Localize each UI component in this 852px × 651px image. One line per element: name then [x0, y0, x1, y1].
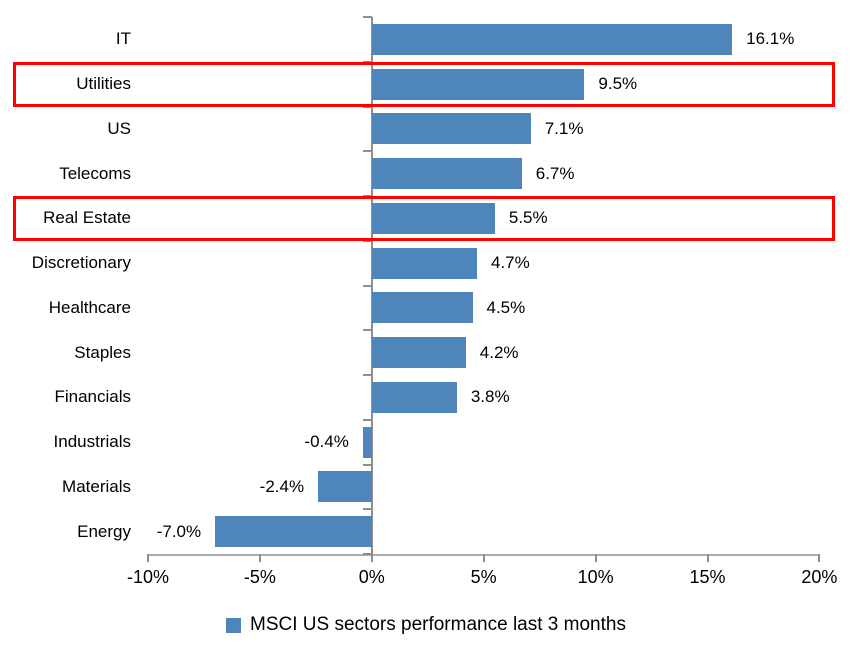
y-axis-tick	[362, 374, 372, 376]
x-axis-tick	[594, 554, 597, 562]
category-label: Staples	[74, 342, 131, 362]
bar	[318, 471, 372, 503]
category-label: Industrials	[53, 432, 131, 452]
y-axis-tick	[362, 553, 372, 555]
category-label: Materials	[62, 476, 131, 496]
x-axis-tick	[706, 554, 709, 562]
bar-value-label: 3.8%	[470, 387, 510, 407]
bar-value-label: 16.1%	[746, 29, 795, 49]
bar	[371, 113, 531, 145]
bar	[371, 247, 477, 279]
category-label: Healthcare	[48, 297, 131, 317]
bar-value-label: -2.4%	[259, 476, 305, 496]
x-axis-tick-label: -5%	[243, 567, 276, 587]
bar	[371, 292, 473, 324]
x-axis-tick-label: 0%	[358, 567, 385, 587]
y-axis-tick	[362, 418, 372, 421]
category-label: Discretionary	[31, 253, 131, 273]
x-axis-tick-label: 10%	[577, 567, 614, 587]
bar	[362, 426, 372, 458]
zero-axis-line	[370, 17, 373, 554]
bar-value-label: 5.5%	[508, 208, 548, 228]
bar-value-label: 6.7%	[535, 163, 575, 183]
category-label: Energy	[77, 521, 131, 541]
bar	[371, 158, 522, 190]
x-axis-tick-label: -10%	[126, 567, 170, 587]
bar-value-label: -0.4%	[304, 432, 349, 452]
y-axis-tick	[362, 463, 372, 466]
category-label: IT	[115, 29, 131, 49]
bar	[371, 337, 466, 369]
category-label: Financials	[54, 387, 131, 407]
y-axis-tick	[362, 329, 372, 332]
bar-value-label: 9.5%	[598, 74, 638, 94]
bar-value-label: 4.7%	[490, 253, 530, 273]
legend: MSCI US sectors performance last 3 month…	[0, 611, 852, 639]
x-axis-tick	[147, 554, 149, 562]
y-axis-tick	[362, 16, 372, 18]
x-axis-tick	[818, 554, 821, 562]
bar-value-label: 4.2%	[479, 342, 519, 362]
y-axis-tick	[362, 284, 372, 287]
y-axis-tick	[362, 105, 372, 108]
x-axis-tick	[482, 554, 485, 562]
category-label: US	[107, 118, 131, 138]
y-axis-tick	[362, 239, 372, 242]
bar-value-label: 7.1%	[544, 118, 584, 138]
y-axis-tick	[362, 195, 372, 197]
category-label: Real Estate	[43, 208, 131, 228]
category-label: Telecoms	[59, 163, 131, 183]
category-label: Utilities	[76, 74, 131, 94]
bar-value-label: -7.0%	[156, 521, 202, 541]
y-axis-tick	[362, 60, 372, 63]
bar	[371, 381, 457, 413]
bar	[371, 68, 585, 100]
x-axis-tick	[370, 554, 373, 562]
legend-label: MSCI US sectors performance last 3 month…	[250, 614, 626, 635]
y-axis-tick	[362, 508, 372, 511]
y-axis-tick	[362, 150, 372, 153]
bar	[371, 23, 733, 55]
legend-marker	[226, 617, 242, 633]
bar	[371, 202, 495, 234]
x-axis-tick-label: 20%	[801, 567, 838, 587]
x-axis-tick	[258, 554, 261, 562]
x-axis-tick-label: 15%	[689, 567, 726, 587]
bar	[215, 516, 372, 548]
x-axis-tick-label: 5%	[470, 567, 497, 587]
bar-value-label: 4.5%	[486, 297, 526, 317]
